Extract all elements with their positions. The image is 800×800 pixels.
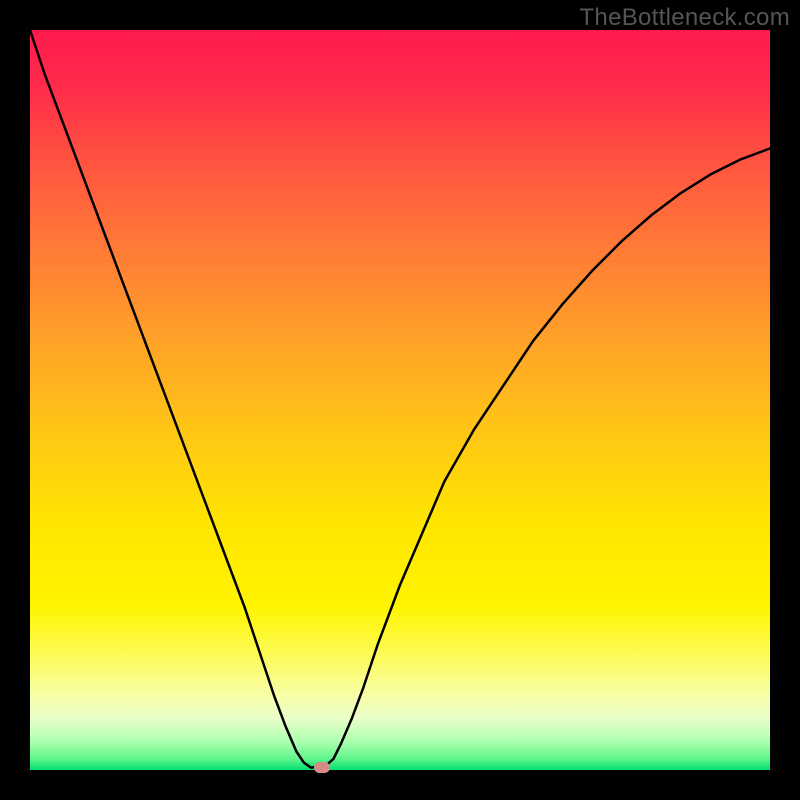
bottleneck-marker — [314, 762, 330, 773]
chart-plot-area — [30, 30, 770, 770]
watermark-text: TheBottleneck.com — [579, 4, 790, 32]
chart-curve — [30, 30, 770, 770]
